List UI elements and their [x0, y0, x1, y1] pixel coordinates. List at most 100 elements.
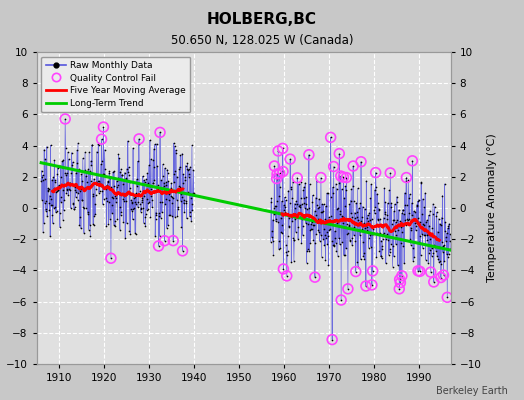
Point: [401, 217, 409, 223]
Point: [319, 208, 327, 214]
Point: [277, 198, 286, 205]
Point: [134, 198, 143, 205]
Point: [338, 239, 346, 245]
Point: [120, 193, 128, 199]
Point: [66, 180, 74, 186]
Point: [59, 156, 68, 163]
Point: [431, 234, 439, 240]
Point: [158, 209, 166, 216]
Point: [373, 230, 381, 237]
Point: [99, 170, 107, 177]
Point: [274, 218, 282, 225]
Point: [339, 174, 347, 180]
Point: [72, 170, 80, 176]
Point: [359, 239, 367, 245]
Point: [421, 232, 429, 239]
Point: [46, 192, 54, 199]
Point: [89, 191, 97, 197]
Point: [65, 186, 73, 192]
Point: [66, 187, 74, 194]
Point: [371, 204, 379, 210]
Point: [336, 211, 344, 217]
Point: [418, 211, 427, 217]
Point: [340, 195, 348, 201]
Point: [188, 142, 196, 148]
Point: [139, 173, 147, 180]
Point: [352, 200, 361, 206]
Point: [336, 208, 345, 214]
Point: [156, 129, 164, 136]
Point: [43, 188, 52, 194]
Point: [67, 205, 75, 211]
Point: [138, 195, 147, 201]
Point: [331, 228, 339, 234]
Point: [413, 220, 421, 226]
Point: [422, 227, 430, 234]
Text: Berkeley Earth: Berkeley Earth: [436, 386, 508, 396]
Point: [189, 167, 198, 173]
Point: [143, 206, 151, 213]
Point: [156, 129, 164, 136]
Point: [190, 190, 198, 196]
Point: [384, 224, 392, 230]
Point: [107, 194, 116, 200]
Point: [390, 201, 399, 207]
Point: [337, 213, 346, 219]
Point: [108, 202, 117, 208]
Point: [368, 268, 377, 274]
Point: [51, 204, 60, 210]
Point: [52, 188, 60, 195]
Point: [380, 211, 389, 218]
Point: [388, 227, 396, 234]
Point: [302, 201, 310, 208]
Point: [445, 220, 453, 227]
Point: [279, 168, 287, 175]
Point: [396, 276, 404, 283]
Point: [378, 236, 387, 242]
Point: [83, 168, 91, 174]
Point: [187, 194, 195, 201]
Point: [296, 204, 304, 210]
Point: [375, 205, 383, 212]
Point: [71, 187, 80, 194]
Point: [351, 215, 359, 221]
Point: [284, 188, 292, 194]
Point: [433, 209, 441, 216]
Point: [110, 222, 118, 228]
Point: [88, 142, 96, 148]
Point: [401, 190, 409, 196]
Point: [389, 242, 397, 249]
Point: [132, 231, 140, 237]
Point: [149, 157, 157, 164]
Point: [304, 246, 312, 252]
Point: [343, 231, 351, 238]
Point: [287, 184, 295, 190]
Point: [270, 163, 279, 169]
Point: [155, 243, 163, 249]
Point: [362, 178, 370, 184]
Point: [150, 164, 159, 170]
Point: [92, 178, 101, 185]
Point: [419, 221, 428, 227]
Point: [389, 217, 398, 223]
Point: [315, 238, 324, 244]
Point: [134, 204, 142, 210]
Point: [135, 136, 143, 142]
Point: [377, 255, 386, 261]
Point: [341, 183, 350, 190]
Point: [335, 241, 344, 248]
Point: [154, 182, 162, 188]
Point: [354, 264, 362, 270]
Point: [444, 254, 452, 260]
Point: [182, 200, 191, 206]
Point: [141, 214, 149, 220]
Point: [309, 237, 318, 243]
Point: [324, 214, 333, 220]
Point: [428, 225, 436, 231]
Point: [99, 124, 107, 130]
Point: [163, 170, 172, 176]
Point: [136, 187, 144, 194]
Point: [47, 202, 55, 208]
Point: [275, 238, 283, 244]
Point: [126, 184, 134, 191]
